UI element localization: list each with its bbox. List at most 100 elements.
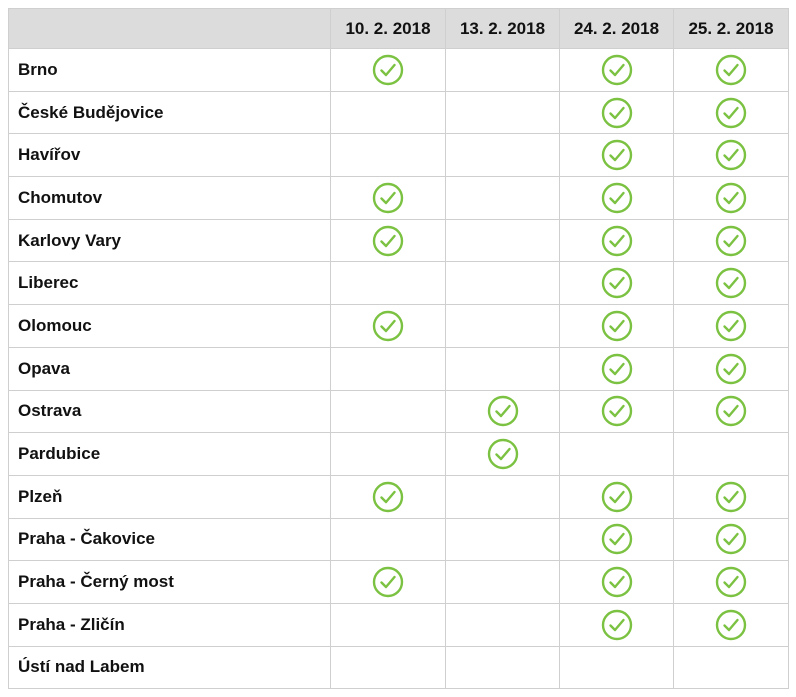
availability-cell xyxy=(559,389,674,434)
city-name: Praha - Zličín xyxy=(8,602,331,647)
availability-cell xyxy=(559,474,674,519)
availability-cell xyxy=(445,346,560,391)
table-row: Olomouc xyxy=(8,304,789,348)
availability-cell xyxy=(445,304,560,348)
check-circle-icon xyxy=(715,566,747,598)
check-circle-icon xyxy=(715,524,747,555)
check-circle-icon xyxy=(715,310,747,342)
availability-cell xyxy=(445,176,560,220)
check-circle-icon xyxy=(715,54,747,86)
check-circle-icon xyxy=(601,140,632,171)
check-circle-icon xyxy=(715,396,747,427)
table-row: České Budějovice xyxy=(8,90,789,135)
availability-cell xyxy=(559,645,674,690)
availability-cell xyxy=(673,133,789,178)
availability-cell xyxy=(673,474,789,519)
table-row: Ostrava xyxy=(8,389,789,434)
check-circle-icon xyxy=(601,310,632,342)
availability-cell xyxy=(559,261,674,306)
availability-cell xyxy=(559,48,674,92)
check-circle-icon xyxy=(715,268,747,299)
availability-cell xyxy=(445,432,560,476)
availability-cell xyxy=(559,218,674,263)
city-name: České Budějovice xyxy=(8,90,331,135)
availability-cell xyxy=(559,517,674,562)
city-name: Plzeň xyxy=(8,474,331,519)
availability-cell xyxy=(445,645,560,690)
table-row: Karlovy Vary xyxy=(8,218,789,263)
city-name: Olomouc xyxy=(8,304,331,348)
table-row: Chomutov xyxy=(8,176,789,220)
city-name: Opava xyxy=(8,346,331,391)
column-header-date: 10. 2. 2018 xyxy=(330,8,446,49)
city-name: Ústí nad Labem xyxy=(8,645,331,690)
check-circle-icon xyxy=(372,310,404,342)
availability-cell xyxy=(673,176,789,220)
check-circle-icon xyxy=(601,353,632,384)
city-name: Karlovy Vary xyxy=(8,218,331,263)
column-header-date: 24. 2. 2018 xyxy=(559,8,674,49)
check-circle-icon xyxy=(715,182,747,214)
availability-cell xyxy=(673,389,789,434)
city-name: Pardubice xyxy=(8,432,331,476)
check-circle-icon xyxy=(715,353,747,384)
availability-cell xyxy=(330,218,446,263)
availability-cell xyxy=(445,517,560,562)
availability-cell xyxy=(673,304,789,348)
table-row: Pardubice xyxy=(8,432,789,476)
availability-cell xyxy=(330,389,446,434)
availability-cell xyxy=(559,176,674,220)
check-circle-icon xyxy=(601,54,632,86)
header-row: 10. 2. 2018 13. 2. 2018 24. 2. 2018 25. 2. … xyxy=(8,8,789,49)
table-row: Plzeň xyxy=(8,474,789,519)
availability-cell xyxy=(559,346,674,391)
availability-cell xyxy=(673,90,789,135)
availability-cell xyxy=(445,133,560,178)
check-circle-icon xyxy=(715,225,747,256)
city-name: Brno xyxy=(8,48,331,92)
availability-cell xyxy=(673,645,789,690)
availability-cell xyxy=(330,261,446,306)
availability-cell xyxy=(330,176,446,220)
column-header-date: 13. 2. 2018 xyxy=(445,8,560,49)
check-circle-icon xyxy=(715,140,747,171)
availability-cell xyxy=(330,645,446,690)
check-circle-icon xyxy=(715,481,747,512)
availability-cell xyxy=(673,560,789,604)
availability-cell xyxy=(673,346,789,391)
availability-cell xyxy=(445,90,560,135)
availability-cell xyxy=(445,218,560,263)
table-row: Liberec xyxy=(8,261,789,306)
table-row: Praha - Čakovice xyxy=(8,517,789,562)
availability-cell xyxy=(673,517,789,562)
check-circle-icon xyxy=(601,225,632,256)
availability-cell xyxy=(330,560,446,604)
city-name: Liberec xyxy=(8,261,331,306)
city-name: Chomutov xyxy=(8,176,331,220)
check-circle-icon xyxy=(487,438,518,470)
availability-cell xyxy=(445,602,560,647)
city-name: Ostrava xyxy=(8,389,331,434)
check-circle-icon xyxy=(601,396,632,427)
check-circle-icon xyxy=(372,566,404,598)
availability-cell xyxy=(330,48,446,92)
table-row: Brno xyxy=(8,48,789,92)
city-name: Praha - Čakovice xyxy=(8,517,331,562)
check-circle-icon xyxy=(601,182,632,214)
check-circle-icon xyxy=(601,481,632,512)
check-circle-icon xyxy=(487,396,518,427)
availability-cell xyxy=(330,517,446,562)
table-row: Praha - Zličín xyxy=(8,602,789,647)
table-row: Havířov xyxy=(8,133,789,178)
availability-cell xyxy=(330,432,446,476)
header-corner xyxy=(8,8,331,49)
check-circle-icon xyxy=(372,481,404,512)
table-row: Ústí nad Labem xyxy=(8,645,789,690)
availability-cell xyxy=(559,560,674,604)
availability-cell xyxy=(445,389,560,434)
city-name: Havířov xyxy=(8,133,331,178)
availability-cell xyxy=(445,48,560,92)
check-circle-icon xyxy=(372,54,404,86)
check-circle-icon xyxy=(601,268,632,299)
availability-cell xyxy=(673,602,789,647)
